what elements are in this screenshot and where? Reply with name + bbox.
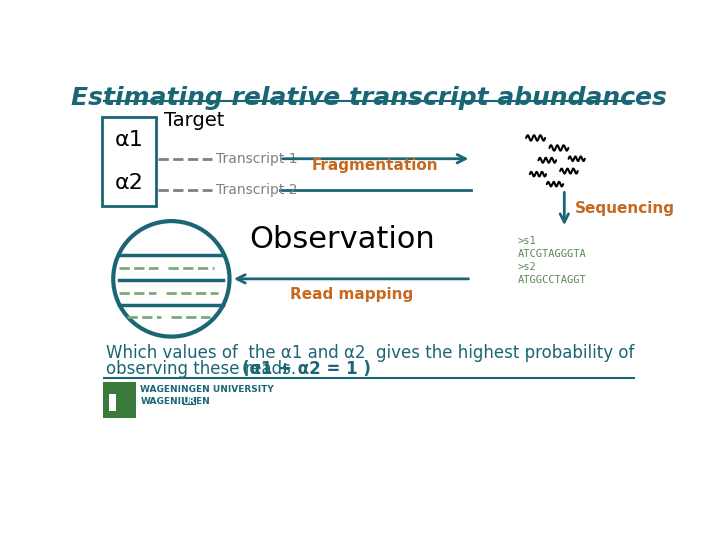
FancyBboxPatch shape <box>103 382 136 418</box>
Text: Read mapping: Read mapping <box>289 287 413 301</box>
Text: UR: UR <box>183 397 196 406</box>
Text: α1: α1 <box>114 130 143 150</box>
FancyBboxPatch shape <box>102 117 156 206</box>
FancyBboxPatch shape <box>109 394 117 411</box>
Text: α2: α2 <box>114 173 143 193</box>
Text: Sequencing: Sequencing <box>575 201 675 217</box>
Text: WAGENINGEN UNIVERSITY: WAGENINGEN UNIVERSITY <box>140 385 274 394</box>
Text: Transcript 1: Transcript 1 <box>216 152 298 166</box>
Text: Transcript 2: Transcript 2 <box>216 183 298 197</box>
Text: Target: Target <box>163 111 224 130</box>
Text: (α1 + α2 = 1 ): (α1 + α2 = 1 ) <box>242 360 371 377</box>
Text: Fragmentation: Fragmentation <box>312 158 438 173</box>
Text: observing these reads.: observing these reads. <box>106 360 301 377</box>
Text: ATGGCCTAGGT: ATGGCCTAGGT <box>518 275 587 285</box>
FancyBboxPatch shape <box>183 397 196 405</box>
Text: >s1: >s1 <box>518 236 536 246</box>
Text: Which values of  the α1 and α2  gives the highest probability of: Which values of the α1 and α2 gives the … <box>106 343 634 362</box>
Text: Observation: Observation <box>249 225 435 254</box>
Text: >s2: >s2 <box>518 262 536 272</box>
Text: Estimating relative transcript abundances: Estimating relative transcript abundance… <box>71 86 667 110</box>
Text: WAGENINGEN: WAGENINGEN <box>140 397 210 406</box>
Text: ATCGTAGGGTA: ATCGTAGGGTA <box>518 249 587 259</box>
